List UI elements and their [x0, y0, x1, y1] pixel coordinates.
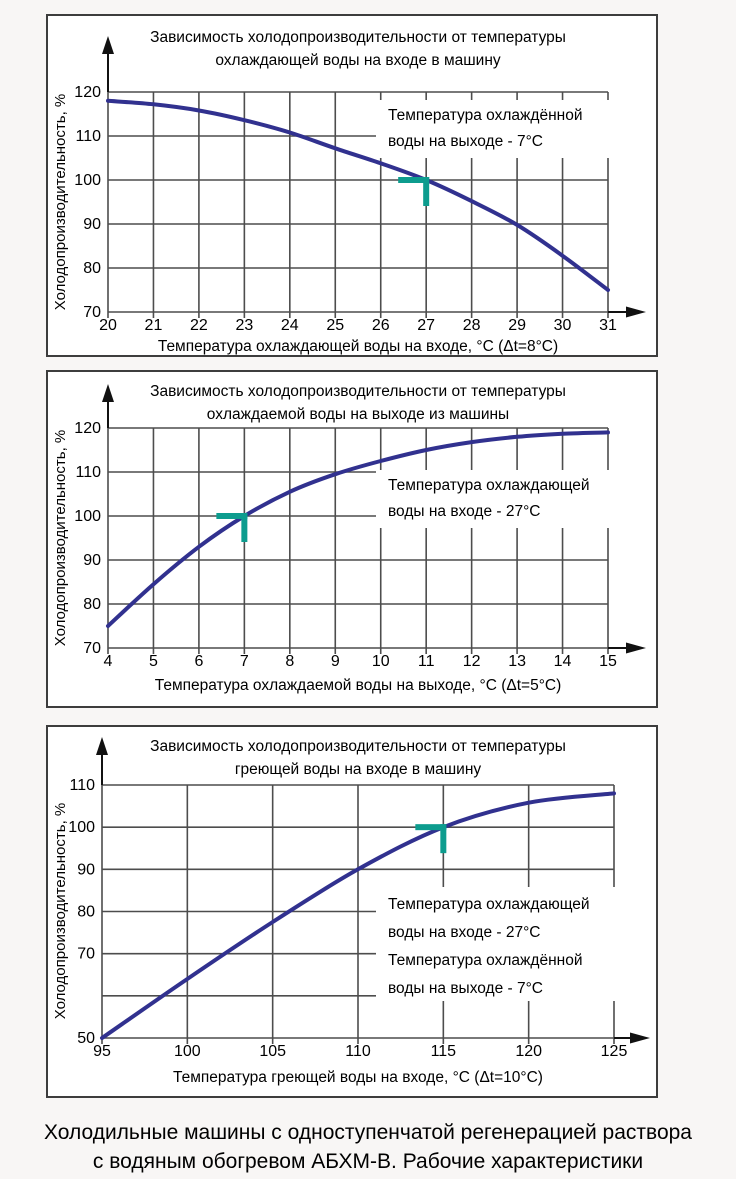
x-axis-arrow-icon [626, 642, 646, 654]
chart-cooling-water-inlet: Температура охлаждённой воды на выходе - … [52, 29, 646, 355]
x-tick-label: 26 [372, 317, 390, 334]
x-tick-label: 12 [463, 653, 481, 670]
x-tick-label: 115 [431, 1043, 457, 1060]
x-tick-label: 15 [599, 653, 617, 670]
figure-caption: Холодильные машины с одноступенчатой рег… [0, 1118, 736, 1176]
x-tick-label: 14 [554, 653, 572, 670]
chart-title: Зависимость холодопроизводительности от … [150, 383, 566, 400]
annotation-background [376, 100, 620, 158]
y-tick-label: 50 [77, 1030, 95, 1047]
x-tick-label: 20 [99, 317, 117, 334]
design-point-marker-horizontal [415, 824, 447, 831]
annotation-text: воды на входе - 27°C [388, 503, 540, 520]
x-tick-label: 30 [554, 317, 572, 334]
y-tick-label: 70 [83, 640, 101, 657]
design-point-marker-vertical [440, 824, 447, 854]
y-tick-label: 90 [83, 552, 101, 569]
y-tick-label: 100 [68, 819, 95, 836]
y-tick-label: 70 [83, 304, 101, 321]
annotation-background [376, 470, 620, 528]
x-tick-label: 125 [601, 1043, 628, 1060]
x-tick-label: 22 [190, 317, 208, 334]
x-tick-label: 25 [326, 317, 344, 334]
x-tick-label: 9 [331, 653, 340, 670]
y-axis-arrow-icon [102, 384, 114, 402]
design-point-marker-vertical [241, 513, 248, 542]
x-tick-label: 6 [194, 653, 203, 670]
chart-chilled-water-outlet: Температура охлаждающей воды на входе - 2… [52, 383, 646, 694]
x-tick-label: 5 [149, 653, 158, 670]
data-curve [106, 430, 610, 628]
y-tick-label: 110 [75, 464, 101, 481]
y-tick-label: 80 [83, 260, 101, 277]
y-axis-label: Холодопроизводительность, % [52, 430, 69, 646]
x-axis-arrow-icon [626, 306, 646, 318]
chart-panel-hot-water-inlet: Температура охлаждающей воды на входе - 2… [46, 725, 658, 1098]
x-axis-arrow-icon [630, 1032, 650, 1044]
y-tick-label: 100 [74, 172, 101, 189]
annotation-text: Температура охлаждённой [388, 952, 582, 969]
annotation-text: воды на входе - 27°C [388, 924, 540, 941]
y-tick-label: 80 [77, 904, 95, 921]
y-tick-label: 100 [74, 508, 101, 525]
x-tick-label: 100 [174, 1043, 201, 1060]
chart-panel-chilled-water-outlet: Температура охлаждающей воды на входе - 2… [46, 370, 658, 708]
design-point-marker-horizontal [216, 513, 248, 519]
y-tick-label: 120 [74, 420, 101, 437]
y-tick-label: 120 [74, 84, 101, 101]
y-tick-label: 90 [77, 861, 95, 878]
x-tick-label: 31 [599, 317, 617, 334]
annotation-text: Температура охлаждающей [388, 477, 590, 494]
x-tick-label: 21 [145, 317, 163, 334]
data-curve [106, 98, 610, 292]
x-tick-label: 120 [515, 1043, 542, 1060]
y-tick-label: 110 [75, 128, 101, 145]
x-axis-label: Температура греющей воды на входе, °C (Δ… [173, 1069, 543, 1086]
y-tick-label: 110 [69, 777, 95, 794]
y-axis-label: Холодопроизводительность, % [52, 803, 69, 1019]
x-tick-label: 95 [93, 1043, 111, 1060]
annotation-text: Температура охлаждённой [388, 107, 582, 124]
x-tick-label: 29 [508, 317, 526, 334]
figure-caption-line-1: Холодильные машины с одноступенчатой рег… [44, 1121, 692, 1144]
annotation-background [376, 887, 622, 1001]
y-axis-label: Холодопроизводительность, % [52, 94, 69, 310]
x-tick-label: 7 [240, 653, 249, 670]
x-tick-label: 110 [345, 1043, 371, 1060]
y-tick-label: 90 [83, 216, 101, 233]
annotation-text: воды на выходе - 7°C [388, 980, 543, 997]
x-tick-label: 27 [417, 317, 435, 334]
y-tick-label: 80 [83, 596, 101, 613]
data-curve [100, 791, 616, 1040]
x-tick-label: 28 [463, 317, 481, 334]
x-tick-label: 23 [235, 317, 253, 334]
x-tick-label: 105 [259, 1043, 286, 1060]
chart-hot-water-inlet: Температура охлаждающей воды на входе - 2… [52, 737, 650, 1086]
chart-title: охлаждаемой воды на выходе из машины [207, 406, 509, 423]
x-axis-label: Температура охлаждаемой воды на выходе, … [155, 677, 562, 694]
chart-title: Зависимость холодопроизводительности от … [150, 738, 566, 755]
chart-title: греющей воды на входе в машину [235, 761, 482, 778]
x-tick-label: 13 [508, 653, 526, 670]
x-tick-label: 11 [418, 653, 435, 670]
chart-title: охлаждающей воды на входе в машину [215, 52, 501, 69]
x-tick-label: 8 [285, 653, 294, 670]
design-point-marker-vertical [423, 177, 430, 206]
annotation-text: воды на выходе - 7°C [388, 133, 543, 150]
annotation-text: Температура охлаждающей [388, 896, 590, 913]
x-tick-label: 24 [281, 317, 299, 334]
design-point-marker-horizontal [398, 177, 430, 183]
x-tick-label: 10 [372, 653, 390, 670]
y-axis-arrow-icon [102, 36, 114, 54]
figure-caption-line-2: с водяным обогревом АБХМ-В. Рабочие хара… [92, 1150, 644, 1173]
y-axis-arrow-icon [96, 737, 108, 755]
chart-panel-cooling-water-inlet: Температура охлаждённой воды на выходе - … [46, 14, 658, 357]
x-axis-label: Температура охлаждающей воды на входе, °… [158, 338, 558, 355]
chart-title: Зависимость холодопроизводительности от … [150, 29, 566, 46]
x-tick-label: 4 [104, 653, 113, 670]
y-tick-label: 70 [77, 946, 95, 963]
